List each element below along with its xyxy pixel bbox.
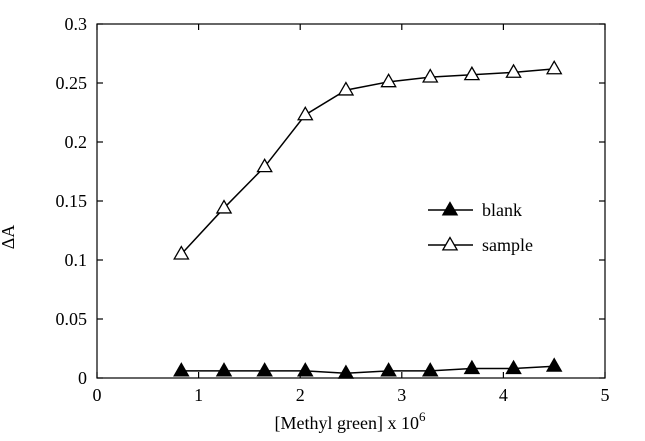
x-axis-label: [Methyl green] x 106 (275, 409, 426, 433)
x-axis-label-exponent: 6 (419, 409, 426, 424)
data-point-blank (297, 362, 314, 377)
y-tick-label: 0.1 (65, 250, 88, 270)
data-point-sample (256, 157, 273, 173)
x-tick-label: 4 (499, 385, 508, 405)
legend-label: sample (482, 235, 533, 255)
x-axis-label-text: [Methyl green] x 10 (275, 413, 419, 433)
series-blank (173, 357, 563, 379)
data-point-sample (505, 63, 522, 78)
data-point-sample (463, 65, 481, 81)
legend-marker (441, 236, 459, 251)
data-point-blank (215, 362, 233, 377)
data-point-sample (380, 73, 397, 88)
data-point-sample (545, 60, 563, 75)
data-point-blank (337, 364, 355, 379)
data-point-blank (173, 362, 190, 377)
y-tick-label: 0.2 (65, 132, 88, 152)
data-point-blank (505, 359, 522, 375)
plot-axes (96, 23, 606, 379)
x-tick-label: 5 (601, 385, 610, 405)
plot-frame (96, 23, 606, 379)
legend-marker (441, 201, 459, 216)
y-tick-label: 0.3 (65, 14, 88, 34)
data-point-blank (545, 357, 563, 372)
y-tick-label: 0 (78, 368, 87, 388)
x-tick-label: 3 (397, 385, 406, 405)
y-tick-label: 0.05 (56, 309, 88, 329)
x-tick-label: 1 (194, 385, 203, 405)
legend-label: blank (482, 200, 522, 220)
y-axis-label: ΔA (0, 225, 18, 250)
x-tick-label: 2 (296, 385, 305, 405)
data-point-sample (337, 81, 355, 96)
legend-item-blank: blank (428, 200, 522, 220)
series-sample (173, 60, 563, 260)
data-point-blank (256, 362, 273, 377)
y-tick-label: 0.25 (56, 73, 88, 93)
series-line-sample (180, 68, 555, 255)
legend-item-sample: sample (428, 235, 533, 255)
data-point-blank (421, 362, 439, 377)
x-tick-label: 0 (93, 385, 102, 405)
data-point-sample (173, 245, 190, 260)
data-point-sample (297, 106, 314, 121)
data-point-blank (463, 359, 481, 375)
axis-ticks: 0 1 2 3 4 5 0 0.05 0.1 0.15 0.2 0.25 0.3 (56, 14, 610, 405)
y-tick-label: 0.15 (56, 191, 88, 211)
data-point-sample (421, 68, 439, 83)
legend: blank sample (428, 200, 533, 255)
data-point-blank (380, 362, 397, 377)
series-line-blank (181, 365, 555, 375)
series-layer (173, 60, 563, 379)
data-point-sample (215, 199, 233, 214)
